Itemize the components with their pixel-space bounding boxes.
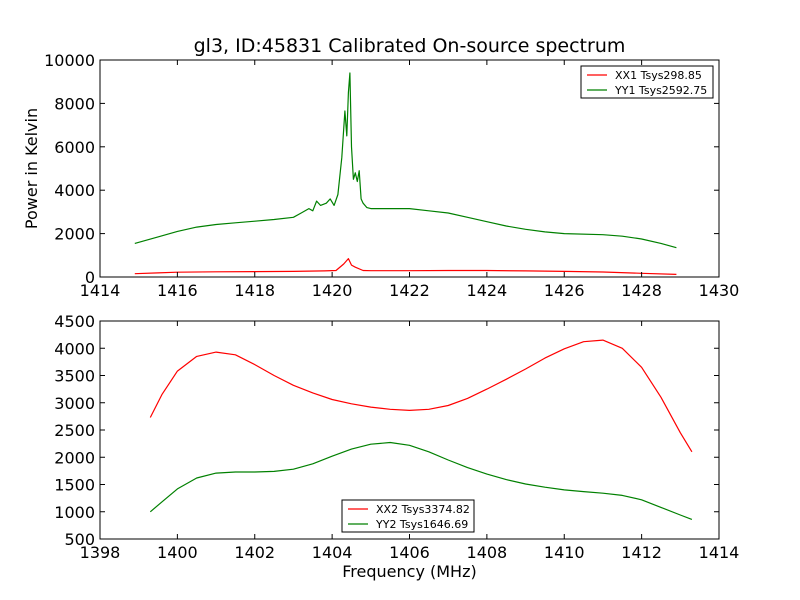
x-tick-label: 1420 — [312, 281, 353, 300]
series-line-2-2 — [149, 441, 693, 520]
legend-entry: YY1 Tsys2592.75 — [614, 84, 707, 97]
legend: XX1 Tsys298.85 YY1 Tsys2592.75 — [580, 65, 714, 99]
legend: XX2 Tsys3374.82 YY2 Tsys1646.69 — [341, 499, 475, 533]
y-axis-label: Power in Kelvin — [22, 108, 41, 229]
x-tick-label: 1398 — [80, 543, 121, 562]
y-tick-label: 4000 — [54, 339, 95, 358]
y-tick-label: 1000 — [54, 503, 95, 522]
series-line-1-1 — [134, 258, 677, 275]
y-tick-label: 10000 — [44, 51, 95, 70]
legend-entry: YY2 Tsys1646.69 — [375, 518, 468, 531]
y-tick-label: 3000 — [54, 394, 95, 413]
y-tick-label: 4500 — [54, 312, 95, 331]
y-tick-label: 500 — [64, 530, 95, 549]
x-tick-label: 1406 — [389, 543, 430, 562]
y-tick-label: 6000 — [54, 138, 95, 157]
y-tick-label: 0 — [85, 268, 95, 287]
y-tick-label: 2000 — [54, 225, 95, 244]
x-tick-label: 1414 — [80, 281, 121, 300]
y-tick-label: 2500 — [54, 421, 95, 440]
y-tick-label: 2000 — [54, 448, 95, 467]
x-tick-label: 1400 — [157, 543, 198, 562]
x-tick-label: 1422 — [389, 281, 430, 300]
legend-box — [580, 65, 714, 99]
x-tick-label: 1408 — [467, 543, 508, 562]
chart-title: gl3, ID:45831 Calibrated On-source spect… — [194, 35, 626, 57]
legend-entry: XX1 Tsys298.85 — [615, 69, 702, 82]
x-tick-label: 1412 — [621, 543, 662, 562]
series-line-1-2 — [134, 72, 677, 249]
x-tick-label: 1430 — [699, 281, 740, 300]
x-tick-label: 1428 — [621, 281, 662, 300]
x-tick-label: 1410 — [544, 543, 585, 562]
x-tick-label: 1404 — [312, 543, 353, 562]
y-tick-label: 3500 — [54, 367, 95, 386]
x-tick-label: 1414 — [699, 543, 740, 562]
legend-box — [341, 499, 475, 533]
x-tick-label: 1418 — [234, 281, 275, 300]
y-tick-label: 1500 — [54, 476, 95, 495]
y-tick-label: 8000 — [54, 94, 95, 113]
legend-entry: XX2 Tsys3374.82 — [376, 503, 470, 516]
plot-panel-2: 1398 1400 1402 1404 1406 1408 1410 1412 1414 500 1… — [54, 312, 739, 581]
x-tick-label: 1402 — [234, 543, 275, 562]
series-line-2-1 — [149, 339, 693, 453]
plot-panel-1: 1414 1416 1418 1420 1422 1424 1426 1428 1430 0 200… — [22, 35, 739, 300]
x-tick-label: 1416 — [157, 281, 198, 300]
x-tick-label: 1426 — [544, 281, 585, 300]
x-axis-label: Frequency (MHz) — [342, 562, 476, 581]
x-tick-label: 1424 — [467, 281, 508, 300]
y-tick-label: 4000 — [54, 181, 95, 200]
